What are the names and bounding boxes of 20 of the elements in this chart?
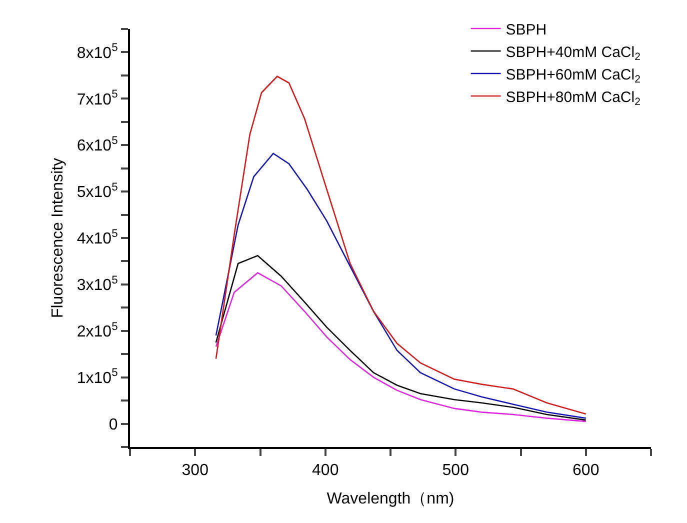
y-tick-label: 4x10$^{5}$ — [76, 228, 118, 248]
y-tick-label: 5x10$^{5}$ — [76, 181, 118, 202]
line-series — [215, 152, 587, 419]
y-tick-label: 7x10$^{5}$ — [76, 88, 118, 108]
legend-label: SBPH+60mM CaCl$_{2}$ — [506, 66, 641, 86]
y-tick-label: 8x10$^{5}$ — [76, 42, 118, 62]
y-tick-label: 2x10$^{5}$ — [76, 320, 118, 340]
x-tick-label: 300 — [182, 462, 209, 480]
legend-label: SBPH — [506, 21, 547, 38]
x-tick-label: 500 — [442, 462, 470, 480]
x-tick-label: 400 — [312, 462, 339, 480]
y-axis-title: Fluorescence Intensity — [49, 158, 66, 318]
y-tick-label: 0 — [108, 416, 118, 434]
x-axis-title: Wavelength（nm) — [326, 490, 454, 508]
y-tick-label: 1x10$^{5}$ — [76, 367, 118, 387]
y-tick-label: 3x10$^{5}$ — [76, 274, 118, 294]
y-tick-label: 6x10$^{5}$ — [76, 134, 118, 155]
legend-label: SBPH+40mM CaCl$_{2}$ — [506, 44, 641, 64]
legend-label: SBPH+80mM CaCl$_{2}$ — [506, 88, 641, 108]
x-tick-label: 600 — [572, 462, 600, 480]
